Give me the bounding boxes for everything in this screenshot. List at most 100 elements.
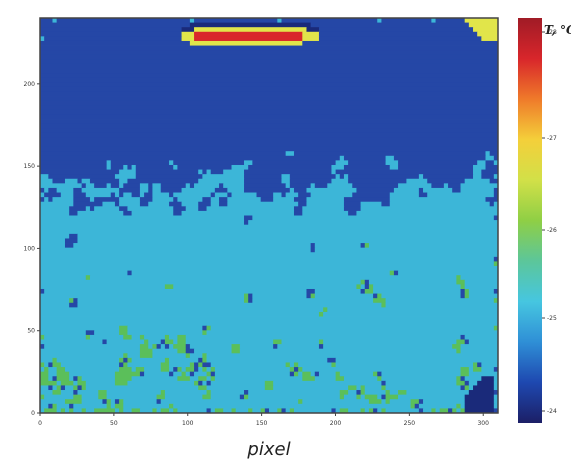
heatmap-cell <box>289 174 337 180</box>
heatmap-cell <box>89 206 95 212</box>
heatmap-cell <box>331 362 337 368</box>
x-axis-label: pixel <box>246 439 290 460</box>
heatmap-cell <box>189 40 303 46</box>
heatmap-cell <box>335 376 345 382</box>
heatmap-cell <box>210 371 216 377</box>
heatmap-cell <box>335 169 474 175</box>
heatmap-cell <box>52 18 58 23</box>
heatmap-cell <box>473 164 486 170</box>
heatmap-cell <box>418 408 424 414</box>
heatmap-cell <box>385 394 399 400</box>
heatmap-cell <box>210 201 220 207</box>
heatmap-cell <box>302 40 499 46</box>
heatmap-cell <box>40 68 499 74</box>
heatmap-cell <box>98 394 108 400</box>
heatmap-cell <box>40 238 66 244</box>
heatmap-cell <box>423 399 466 405</box>
heatmap-cell <box>464 380 470 386</box>
heatmap-cell <box>169 371 174 377</box>
heatmap-cell <box>248 293 253 299</box>
heatmap-cell <box>464 376 482 382</box>
heatmap-cell <box>119 367 132 373</box>
heatmap-cell <box>40 270 128 276</box>
heatmap-cell <box>318 339 324 345</box>
heatmap-cell <box>269 408 278 414</box>
heatmap-cell <box>160 390 166 396</box>
heatmap-cell <box>360 201 382 207</box>
heatmap-cell <box>40 36 45 42</box>
heatmap-cell <box>302 210 349 216</box>
heatmap-cell <box>273 344 278 350</box>
heatmap-cell <box>185 183 191 189</box>
heatmap-cell <box>198 201 212 207</box>
heatmap-cell <box>244 394 249 400</box>
heatmap-cell <box>202 394 212 400</box>
heatmap-cell <box>468 380 478 386</box>
heatmap-cell <box>169 334 178 340</box>
heatmap-cell <box>40 18 53 23</box>
heatmap-cell <box>285 151 295 157</box>
heatmap-cell <box>310 22 470 28</box>
heatmap-cell <box>219 201 228 207</box>
heatmap-cell <box>89 334 124 340</box>
heatmap-cell <box>493 288 499 294</box>
heatmap-cell <box>285 183 291 189</box>
heatmap-cell <box>281 192 287 198</box>
heatmap-cell <box>310 243 316 249</box>
heatmap-cell <box>493 390 499 396</box>
heatmap-cell <box>356 394 361 400</box>
heatmap-cell <box>89 275 457 281</box>
heatmap-cell <box>131 357 166 363</box>
heatmap-cell <box>468 385 474 391</box>
heatmap-cell <box>318 344 324 350</box>
heatmap-cell <box>40 183 83 189</box>
heatmap-cell <box>56 403 70 409</box>
heatmap-cell <box>244 390 249 396</box>
heatmap-cell <box>89 178 120 184</box>
heatmap-cell <box>381 201 391 207</box>
heatmap-cell <box>331 178 349 184</box>
heatmap-cell <box>40 91 499 97</box>
heatmap-cell <box>40 394 45 400</box>
heatmap-cell <box>339 371 374 377</box>
heatmap-cell <box>77 380 87 386</box>
heatmap-cell <box>173 284 357 290</box>
heatmap-cell <box>44 367 49 373</box>
heatmap-cell <box>481 376 495 382</box>
heatmap-cell <box>389 201 491 207</box>
heatmap-cell <box>40 316 499 322</box>
heatmap-cell <box>40 146 499 152</box>
heatmap-cell <box>110 183 120 189</box>
heatmap-cell <box>119 330 128 336</box>
heatmap-cell <box>431 408 436 414</box>
heatmap-cell <box>148 344 153 350</box>
heatmap-cell <box>273 380 382 386</box>
heatmap-cell <box>139 348 153 354</box>
heatmap-cell <box>173 344 187 350</box>
heatmap-cell <box>98 390 108 396</box>
heatmap-cell <box>160 408 170 414</box>
heatmap-cell <box>381 385 386 391</box>
heatmap-cell <box>69 210 78 216</box>
heatmap-cell <box>110 164 124 170</box>
heatmap-cell <box>106 390 162 396</box>
heatmap-cell <box>477 362 482 368</box>
heatmap-cell <box>160 367 170 373</box>
heatmap-cell <box>48 187 58 193</box>
heatmap-cell <box>373 293 378 299</box>
heatmap-cell <box>306 293 312 299</box>
heatmap-cell <box>439 408 449 414</box>
heatmap-cell <box>123 164 128 170</box>
heatmap-cell <box>40 311 320 317</box>
heatmap-cell <box>360 206 499 212</box>
heatmap-cell <box>52 376 58 382</box>
heatmap-cell <box>102 339 108 345</box>
heatmap-cell <box>493 408 499 414</box>
heatmap-cell <box>177 197 203 203</box>
heatmap-cell <box>398 160 478 166</box>
heatmap-cell <box>210 380 266 386</box>
heatmap-cell <box>464 18 499 23</box>
heatmap-cell <box>293 197 307 203</box>
heatmap-cell <box>460 348 499 354</box>
